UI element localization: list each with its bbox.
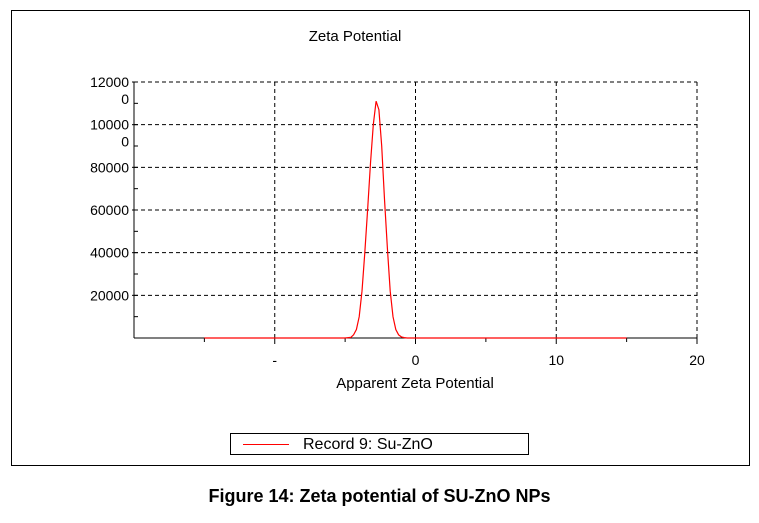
- x-tick-label: 10: [548, 352, 564, 368]
- legend-line-swatch: [243, 444, 289, 445]
- axis-layer: [132, 81, 698, 344]
- y-tick-label-line: 80000: [90, 159, 129, 175]
- y-tick-label: 40000: [90, 245, 129, 261]
- figure-caption: Figure 14: Zeta potential of SU-ZnO NPs: [208, 486, 551, 506]
- x-axis-title: Apparent Zeta Potential: [336, 375, 494, 392]
- y-tick-label-line: 60000: [90, 202, 129, 218]
- y-tick-label: 80000: [90, 159, 129, 175]
- x-tick-label: 20: [689, 352, 705, 368]
- legend: Record 9: Su-ZnO: [230, 433, 529, 455]
- y-tick-label-line: 0: [121, 134, 129, 150]
- x-tick-label: -: [272, 352, 277, 368]
- legend-label: Record 9: Su-ZnO: [303, 436, 433, 453]
- series-layer: [204, 101, 627, 339]
- y-tick-label: 10000 0: [90, 117, 129, 150]
- grid-layer: [134, 81, 698, 338]
- y-tick-label: 60000: [90, 202, 129, 218]
- y-tick-label-line: 10000: [90, 117, 129, 133]
- y-tick-label-line: 12000: [90, 74, 129, 90]
- y-tick-label-line: 20000: [90, 287, 129, 303]
- y-tick-label-line: 40000: [90, 245, 129, 261]
- x-tick-label: 0: [412, 352, 420, 368]
- series-line: [204, 101, 627, 339]
- chart-title: Zeta Potential: [309, 28, 402, 45]
- chart-frame: 20000 40000 60000 80000 10000 0 12000 0-0 10 20 Z…: [11, 10, 750, 466]
- y-tick-label-line: 0: [121, 91, 129, 107]
- y-tick-label: 12000 0: [90, 74, 129, 107]
- y-tick-label: 20000: [90, 287, 129, 303]
